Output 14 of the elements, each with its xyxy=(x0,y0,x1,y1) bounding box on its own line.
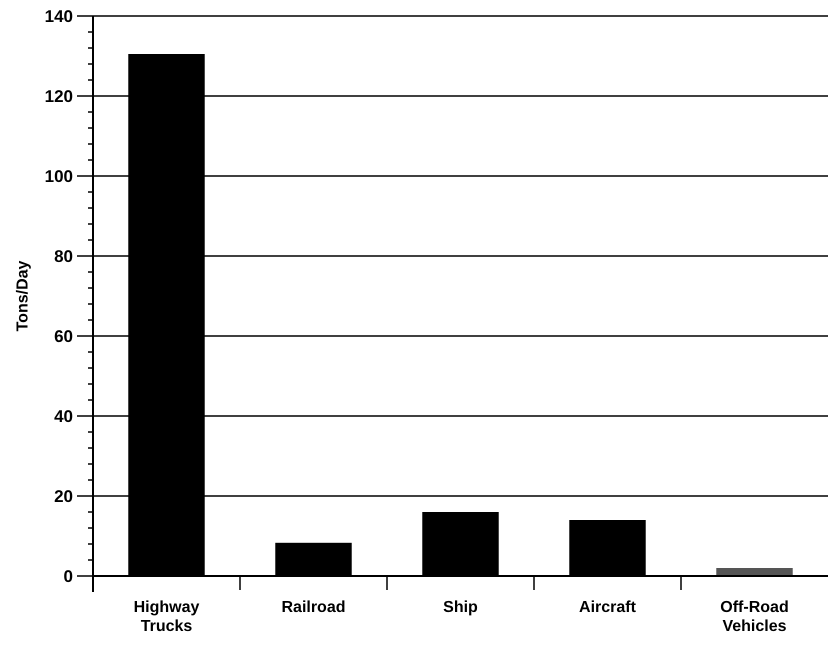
x-tick-label: Ship xyxy=(443,599,478,616)
x-tick-label: Off-Road Vehicles xyxy=(720,599,789,635)
y-tick-label: 140 xyxy=(44,6,73,26)
y-tick-label: 40 xyxy=(54,406,73,426)
y-tick-label: 20 xyxy=(54,486,73,506)
y-tick-label: 120 xyxy=(44,86,73,106)
y-tick-label: 80 xyxy=(54,246,73,266)
y-axis-title: Tons/Day xyxy=(14,260,32,332)
x-tick-label: Aircraft xyxy=(579,599,637,616)
y-tick-label: 60 xyxy=(54,326,73,346)
x-tick-label: Railroad xyxy=(281,599,346,616)
x-tick-label: Highway Trucks xyxy=(134,599,200,635)
y-tick-label: 0 xyxy=(64,566,73,586)
y-tick-label: 100 xyxy=(44,166,73,186)
